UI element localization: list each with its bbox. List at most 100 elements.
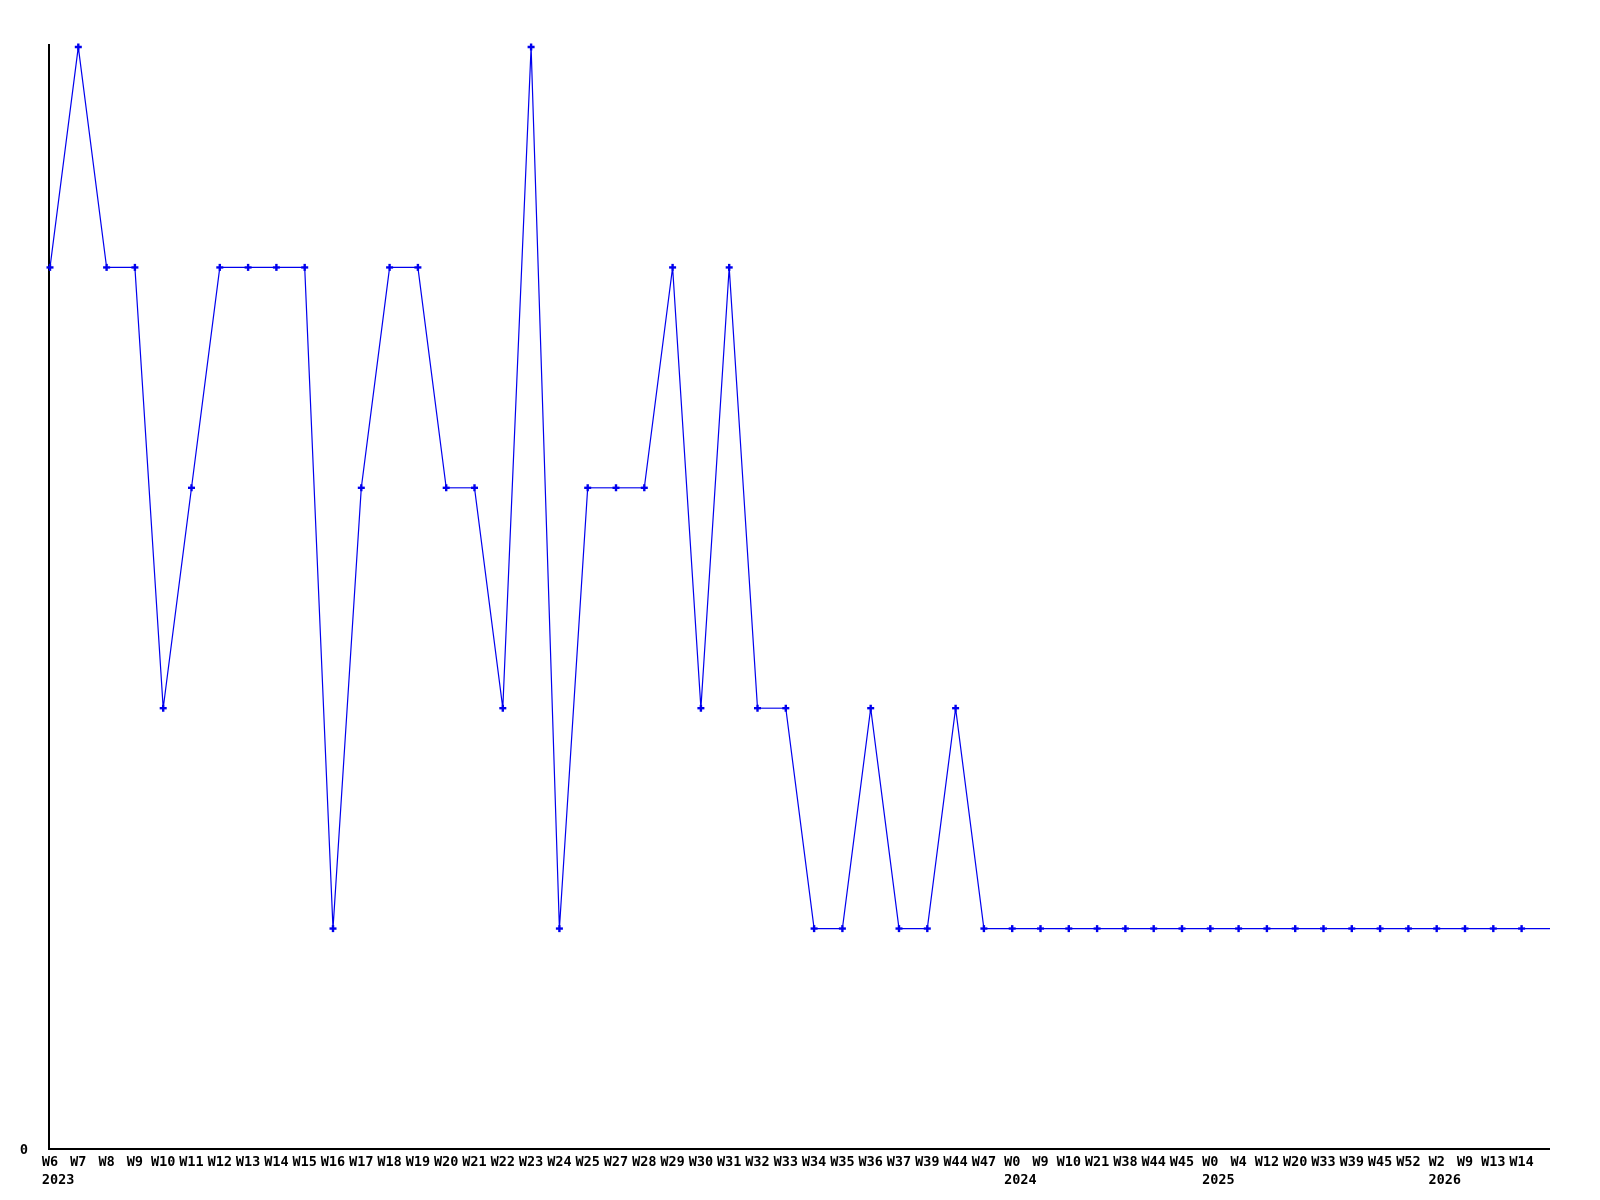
- data-point-marker: [782, 704, 790, 712]
- axes: [48, 44, 1550, 1150]
- data-point-marker: [1518, 925, 1526, 933]
- data-point-marker: [1178, 925, 1186, 933]
- x-axis-week-label: W15: [293, 1154, 317, 1170]
- x-axis-week-label: W29: [660, 1154, 684, 1170]
- x-axis-week-label: W18: [377, 1154, 401, 1170]
- x-axis-week-label: W39: [915, 1154, 939, 1170]
- data-point-marker: [357, 484, 365, 492]
- data-point-marker: [1404, 925, 1412, 933]
- data-point-marker: [810, 925, 818, 933]
- data-point-marker: [1461, 925, 1469, 933]
- data-point-marker: [584, 484, 592, 492]
- x-axis-week-label: W33: [774, 1154, 798, 1170]
- x-axis-week-label: W10: [151, 1154, 175, 1170]
- x-axis-week-label: W2: [1429, 1154, 1445, 1170]
- data-point-marker: [1206, 925, 1214, 933]
- data-point-marker: [669, 263, 677, 271]
- data-point-marker: [414, 263, 422, 271]
- x-axis-week-label: W36: [859, 1154, 883, 1170]
- x-axis-week-label: W11: [179, 1154, 203, 1170]
- data-point-marker: [1121, 925, 1129, 933]
- x-axis-week-label: W27: [604, 1154, 628, 1170]
- data-point-marker: [188, 484, 195, 492]
- data-point-marker: [1235, 925, 1243, 933]
- data-point-marker: [442, 484, 450, 492]
- data-point-marker: [838, 925, 846, 933]
- x-axis-week-label: W9: [1457, 1154, 1473, 1170]
- x-axis-week-label: W47: [972, 1154, 996, 1170]
- x-axis-week-label: W20: [1283, 1154, 1307, 1170]
- x-axis-week-label: W33: [1311, 1154, 1335, 1170]
- x-axis-week-label: W9: [1032, 1154, 1048, 1170]
- data-point-marker: [1065, 925, 1073, 933]
- data-point-marker: [952, 704, 960, 712]
- data-point-marker: [1320, 925, 1327, 933]
- x-axis-week-label: W28: [632, 1154, 656, 1170]
- x-axis-week-label: W32: [745, 1154, 769, 1170]
- data-point-marker: [754, 704, 761, 712]
- data-point-marker: [1093, 925, 1101, 933]
- data-point-marker: [1150, 925, 1158, 933]
- x-axis-week-label: W14: [1509, 1154, 1533, 1170]
- data-point-marker: [895, 925, 903, 933]
- data-point-marker: [1489, 925, 1497, 933]
- data-point-marker: [301, 263, 309, 271]
- data-point-marker: [697, 704, 705, 712]
- data-line: [49, 46, 1550, 930]
- x-axis-week-label: W22: [491, 1154, 515, 1170]
- x-axis-week-label: W25: [576, 1154, 600, 1170]
- x-axis-week-label: W13: [1481, 1154, 1505, 1170]
- data-point-marker: [867, 704, 875, 712]
- data-point-marker: [329, 925, 337, 933]
- data-point-marker: [272, 263, 280, 271]
- x-axis-year-label: 2026: [1429, 1172, 1462, 1188]
- x-axis-week-label: W30: [689, 1154, 713, 1170]
- x-axis-week-label: W38: [1113, 1154, 1137, 1170]
- x-axis-week-label: W12: [208, 1154, 232, 1170]
- x-axis-week-label: W17: [349, 1154, 373, 1170]
- x-axis-week-label: W37: [887, 1154, 911, 1170]
- x-axis-year-label: 2025: [1202, 1172, 1235, 1188]
- data-point-marker: [1263, 925, 1271, 933]
- data-point-marker: [499, 704, 507, 712]
- data-point-marker: [980, 925, 988, 933]
- x-axis-year-label: 2023: [42, 1172, 75, 1188]
- x-axis-week-label: W13: [236, 1154, 260, 1170]
- data-point-marker: [471, 484, 478, 492]
- data-point-marker: [1037, 925, 1044, 933]
- data-point-marker: [725, 263, 733, 271]
- x-axis-week-label: W14: [264, 1154, 288, 1170]
- x-axis-week-label: W21: [462, 1154, 486, 1170]
- data-point-marker: [103, 263, 111, 271]
- x-axis-week-label: W34: [802, 1154, 826, 1170]
- x-axis-week-label: W44: [1142, 1154, 1166, 1170]
- data-point-marker: [1348, 925, 1356, 933]
- x-axis-week-label: W20: [434, 1154, 458, 1170]
- data-point-marker: [244, 263, 252, 271]
- data-point-marker: [555, 925, 563, 933]
- x-axis-week-label: W52: [1396, 1154, 1420, 1170]
- x-axis-week-label: W4: [1230, 1154, 1246, 1170]
- data-point-marker: [612, 484, 620, 492]
- data-point-marker: [216, 263, 224, 271]
- data-point-marker: [527, 43, 535, 51]
- data-point-marker: [159, 704, 167, 712]
- x-axis-week-label: W19: [406, 1154, 430, 1170]
- x-axis-week-label: W24: [547, 1154, 571, 1170]
- x-axis-week-label: W10: [1057, 1154, 1081, 1170]
- x-axis-week-label: W21: [1085, 1154, 1109, 1170]
- x-axis-week-label: W6: [42, 1154, 58, 1170]
- x-axis-week-label: W9: [127, 1154, 143, 1170]
- x-axis-week-label: W23: [519, 1154, 543, 1170]
- data-point-marker: [1008, 925, 1016, 933]
- data-point-marker: [46, 263, 54, 271]
- x-axis-year-label: 2024: [1004, 1172, 1037, 1188]
- data-point-marker: [386, 263, 394, 271]
- x-axis-week-label: W39: [1340, 1154, 1364, 1170]
- x-axis-week-label: W0: [1202, 1154, 1218, 1170]
- data-point-marker: [1291, 925, 1299, 933]
- data-point-marker: [923, 925, 931, 933]
- x-axis-week-label: W31: [717, 1154, 741, 1170]
- data-point-marker: [131, 263, 139, 271]
